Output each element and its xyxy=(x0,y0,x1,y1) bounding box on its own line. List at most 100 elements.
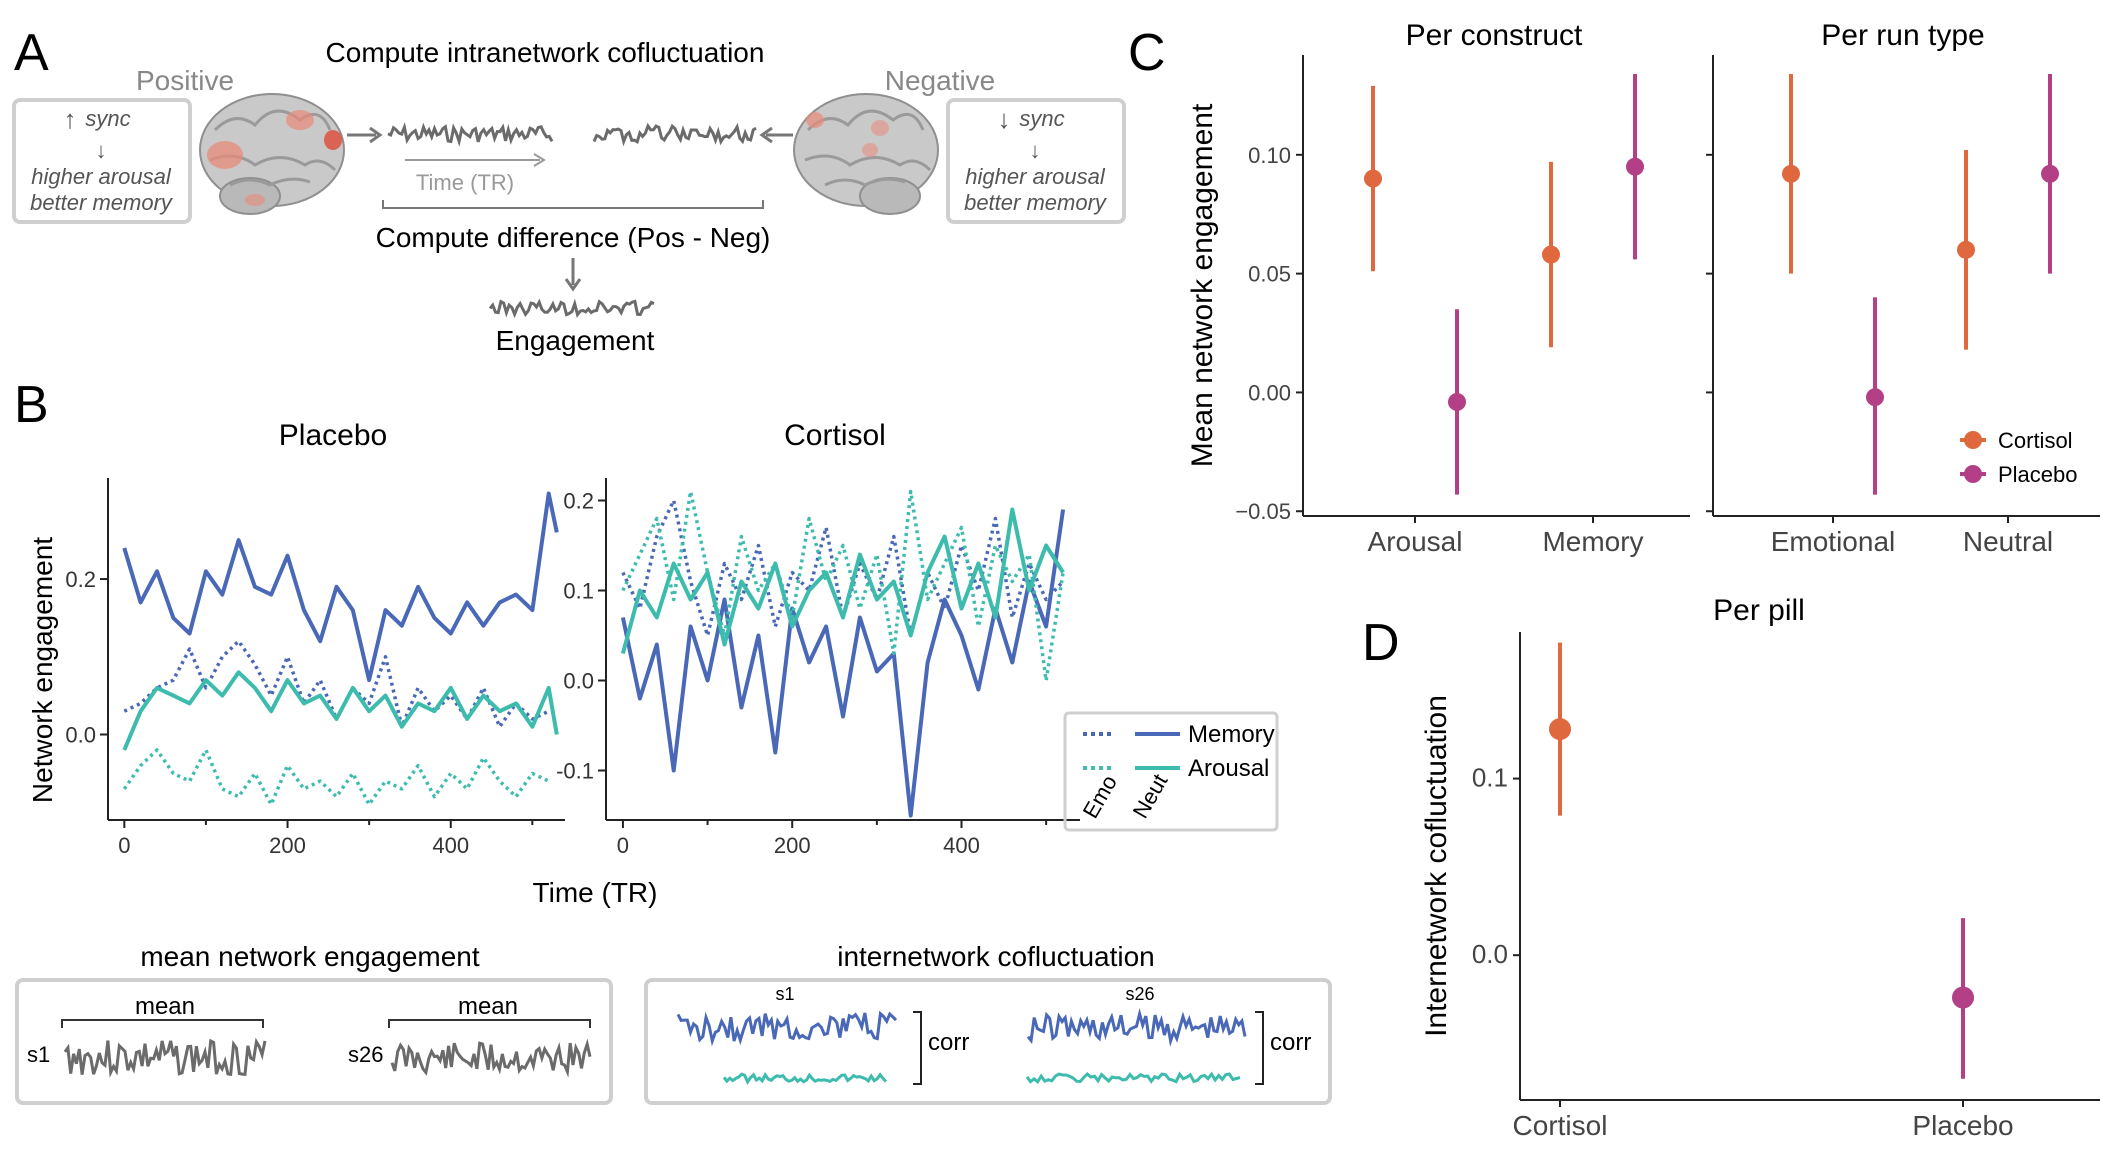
mean-label-s26: mean xyxy=(458,993,518,1020)
arrow-left-icon xyxy=(759,126,773,144)
neg-sync-arrow: ↓ xyxy=(998,104,1011,134)
panel-d-letter: D xyxy=(1362,614,1400,672)
engagement-label: Engagement xyxy=(496,325,655,356)
point-placebo xyxy=(1952,986,1974,1009)
neg-sync-label: sync xyxy=(1019,106,1064,131)
chart-c-construct: Per construct −0.05 0.00 0.05 0.10 Mean netwo… xyxy=(1186,19,1690,557)
point-cortisol xyxy=(1542,245,1560,264)
y-tick-label: −0.05 xyxy=(1235,499,1291,524)
brain-icon xyxy=(199,93,345,215)
panel-c: C Per construct −0.05 0.00 0.05 0.10 Mean net… xyxy=(1128,19,2100,557)
series-line-memory-neut xyxy=(122,491,559,683)
series-line-arousal-emo xyxy=(621,489,1065,683)
brain-icon xyxy=(793,93,939,215)
mean-s1-timeseries xyxy=(63,1037,267,1078)
y-tick-label: 0.2 xyxy=(65,567,96,592)
point-placebo xyxy=(1626,157,1644,176)
panel-a-title: Compute intranetwork cofluctuation xyxy=(326,37,765,68)
y-tick-label: 0.0 xyxy=(65,723,96,748)
x-tick-label: Neutral xyxy=(1963,526,2053,557)
pos-sync-label: sync xyxy=(85,106,130,131)
arrow-right-icon xyxy=(369,126,383,144)
x-tick-label: 400 xyxy=(432,833,469,858)
negative-timeseries xyxy=(592,122,757,147)
point-cortisol xyxy=(1782,164,1800,183)
chart-d-pill: Per pill 0.0 0.1 Internetwork cofluctuation… xyxy=(1420,594,2100,1141)
y-tick-label: 0.1 xyxy=(563,579,594,604)
corr-s1-label: s1 xyxy=(775,984,794,1004)
point-placebo xyxy=(1866,388,1884,407)
pos-line1: higher arousal xyxy=(31,164,172,189)
corr-s26-memory-timeseries xyxy=(1026,1007,1247,1047)
time-arrow-head xyxy=(533,153,546,167)
time-label: Time (TR) xyxy=(416,170,514,195)
point-placebo xyxy=(2041,164,2059,183)
legend-neut-label: Neut xyxy=(1128,770,1173,823)
x-tick-label: 200 xyxy=(774,833,811,858)
neg-down-arrow: ↓ xyxy=(1030,138,1041,163)
b-ylabel: Network engagement xyxy=(27,537,58,803)
y-tick-label: 0.0 xyxy=(1472,939,1508,969)
y-tick-label: 0.2 xyxy=(563,489,594,514)
arrow-down-icon xyxy=(564,278,582,292)
x-tick-label: Cortisol xyxy=(1513,1110,1608,1141)
x-tick-label: 400 xyxy=(943,833,980,858)
x-tick-label: 200 xyxy=(269,833,306,858)
corr-box xyxy=(644,978,1332,1105)
y-tick-label: 0.1 xyxy=(1472,763,1508,793)
point-cortisol xyxy=(1549,718,1571,741)
mean-bracket-s1 xyxy=(61,1019,264,1028)
y-tick-label: -0.1 xyxy=(556,759,594,784)
mean-bracket-s26 xyxy=(388,1019,591,1028)
x-tick-label: Memory xyxy=(1542,526,1643,557)
y-tick-label: 0.0 xyxy=(563,669,594,694)
chart-title: Per run type xyxy=(1821,19,1984,52)
series-line-arousal-neut xyxy=(122,670,559,751)
y-tick-label: 0.00 xyxy=(1248,380,1291,405)
negative-info-box xyxy=(946,98,1126,224)
x-tick-label: Placebo xyxy=(1912,1110,2013,1141)
mean-box xyxy=(15,978,613,1105)
pos-line2: better memory xyxy=(30,190,174,215)
legend-swatch-point xyxy=(1964,465,1982,483)
y-tick-label: 0.10 xyxy=(1248,143,1291,168)
corr-s26-label: s26 xyxy=(1125,984,1154,1004)
panel-c-letter: C xyxy=(1128,24,1166,82)
legend-arousal-label: Arousal xyxy=(1188,755,1269,782)
b-legend-box xyxy=(1063,711,1279,832)
legend-label: Placebo xyxy=(1998,462,2078,487)
chart-title: Placebo xyxy=(279,419,387,452)
x-tick-label: 0 xyxy=(118,833,130,858)
corr-label-s26: corr xyxy=(1270,1029,1311,1056)
positive-timeseries xyxy=(387,122,554,147)
chart-title: Per construct xyxy=(1406,19,1583,52)
mean-label-s1: mean xyxy=(135,993,195,1020)
b-xlabel: Time (TR) xyxy=(533,877,658,908)
corr-bracket-s1 xyxy=(913,1011,922,1085)
x-tick-label: 0 xyxy=(617,833,629,858)
neg-line1: higher arousal xyxy=(965,164,1106,189)
panel-d: D Per pill 0.0 0.1 Internetwork cofluctuati… xyxy=(1362,594,2100,1141)
panel-a-letter: A xyxy=(14,24,49,82)
chart-b-placebo: Placebo 0 200 400 0.0 0.2 xyxy=(65,419,565,858)
chart-b-cortisol: Cortisol 0 200 400 -0.1 0.0 0.1 0.2 xyxy=(556,419,1080,858)
y-tick-label: 0.05 xyxy=(1248,262,1291,287)
mean-s26-label: s26 xyxy=(348,1042,383,1067)
neg-line2: better memory xyxy=(964,190,1108,215)
mean-box-title: mean network engagement xyxy=(140,941,480,972)
positive-info-box xyxy=(12,98,192,224)
corr-s26-arousal-timeseries xyxy=(1025,1071,1241,1085)
point-cortisol xyxy=(1364,169,1382,188)
point-placebo xyxy=(1448,392,1466,411)
chart-c-runtype: Per run type Emotional Neutral Cortisol Plac… xyxy=(1706,19,2100,557)
difference-label: Compute difference (Pos - Neg) xyxy=(376,222,771,253)
pos-down-arrow: ↓ xyxy=(96,138,107,163)
difference-bracket xyxy=(382,200,764,209)
legend-memory-label: Memory xyxy=(1188,721,1275,748)
corr-label-s1: corr xyxy=(928,1029,969,1056)
panel-a: A Compute intranetwork cofluctuation Pos… xyxy=(12,24,1126,356)
y-axis-label: Internetwork cofluctuation xyxy=(1420,695,1453,1037)
series-line-memory-emo xyxy=(123,639,550,729)
corr-s1-arousal-timeseries xyxy=(722,1071,888,1085)
